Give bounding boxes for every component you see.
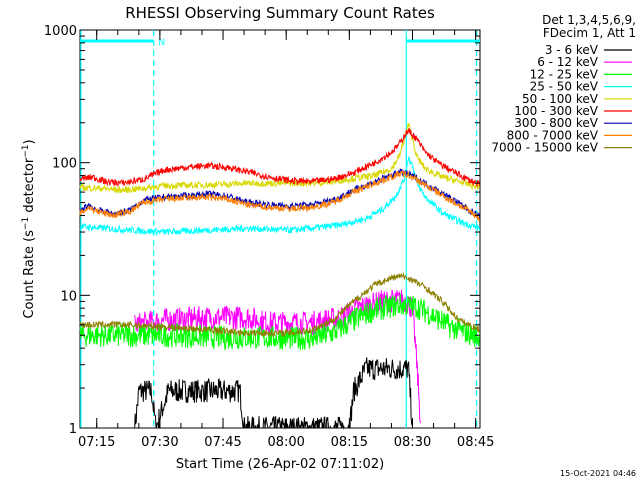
y-axis-label: Count Rate (s−1 detector−1): [21, 139, 37, 318]
series-layer: [79, 122, 481, 430]
series-line: [79, 128, 481, 188]
legend-label: 6 - 12 keV: [537, 55, 599, 69]
legend-label: 25 - 50 keV: [530, 80, 599, 94]
x-tick-label: 08:45: [457, 435, 494, 450]
y-tick-label: 10: [60, 289, 77, 304]
chart-title: RHESSI Observing Summary Count Rates: [125, 4, 435, 22]
legend-label: 50 - 100 keV: [522, 92, 599, 106]
series-line: [134, 289, 422, 424]
legend-label: 3 - 6 keV: [545, 43, 599, 57]
x-tick-label: 07:30: [141, 435, 178, 450]
x-tick-label: 08:30: [394, 435, 431, 450]
observing-bars: N: [80, 38, 480, 48]
series-line: [79, 122, 481, 195]
y-tick-label: 1000: [44, 24, 77, 39]
observing-bar-label: N: [158, 38, 165, 48]
y-tick-label: 1: [69, 422, 77, 437]
y-axis-label-part: ): [22, 139, 37, 144]
series-line: [79, 293, 481, 351]
footer-timestamp: 15-Oct-2021 04:46: [560, 469, 636, 478]
x-tick-label: 07:45: [204, 435, 241, 450]
y-axis: 1 10 100 1000: [44, 24, 480, 437]
series-line: [79, 170, 481, 223]
legend-header-line: FDecim 1, Att 1: [543, 26, 636, 40]
x-tick-label: 07:15: [78, 435, 115, 450]
legend-label: 12 - 25 keV: [530, 67, 599, 81]
series-line: [79, 271, 480, 338]
series-line: [79, 156, 481, 236]
x-tick-label: 08:00: [267, 435, 304, 450]
y-axis-label-sup: −1: [21, 144, 31, 157]
y-tick-label: 100: [52, 157, 77, 172]
y-axis-label-part: Count Rate (s: [22, 230, 37, 319]
legend-label: 300 - 800 keV: [514, 116, 598, 130]
x-axis: 07:15 07:30 07:45 08:00 08:15 08:30 08:45: [78, 30, 494, 450]
legend-label: 800 - 7000 keV: [507, 128, 599, 142]
legend-label: 7000 - 15000 keV: [491, 141, 598, 155]
legend-header-line: Det 1,3,4,5,6,9,: [542, 13, 636, 27]
x-tick-label: 08:15: [331, 435, 368, 450]
series-line: [134, 357, 414, 430]
y-axis-label-part: detector: [22, 157, 37, 217]
x-axis-label: Start Time (26-Apr-02 07:11:02): [176, 457, 384, 472]
y-axis-label-sup: −1: [21, 217, 31, 230]
legend: Det 1,3,4,5,6,9, FDecim 1, Att 1 3 - 6 k…: [491, 13, 636, 155]
legend-label: 100 - 300 keV: [514, 104, 598, 118]
